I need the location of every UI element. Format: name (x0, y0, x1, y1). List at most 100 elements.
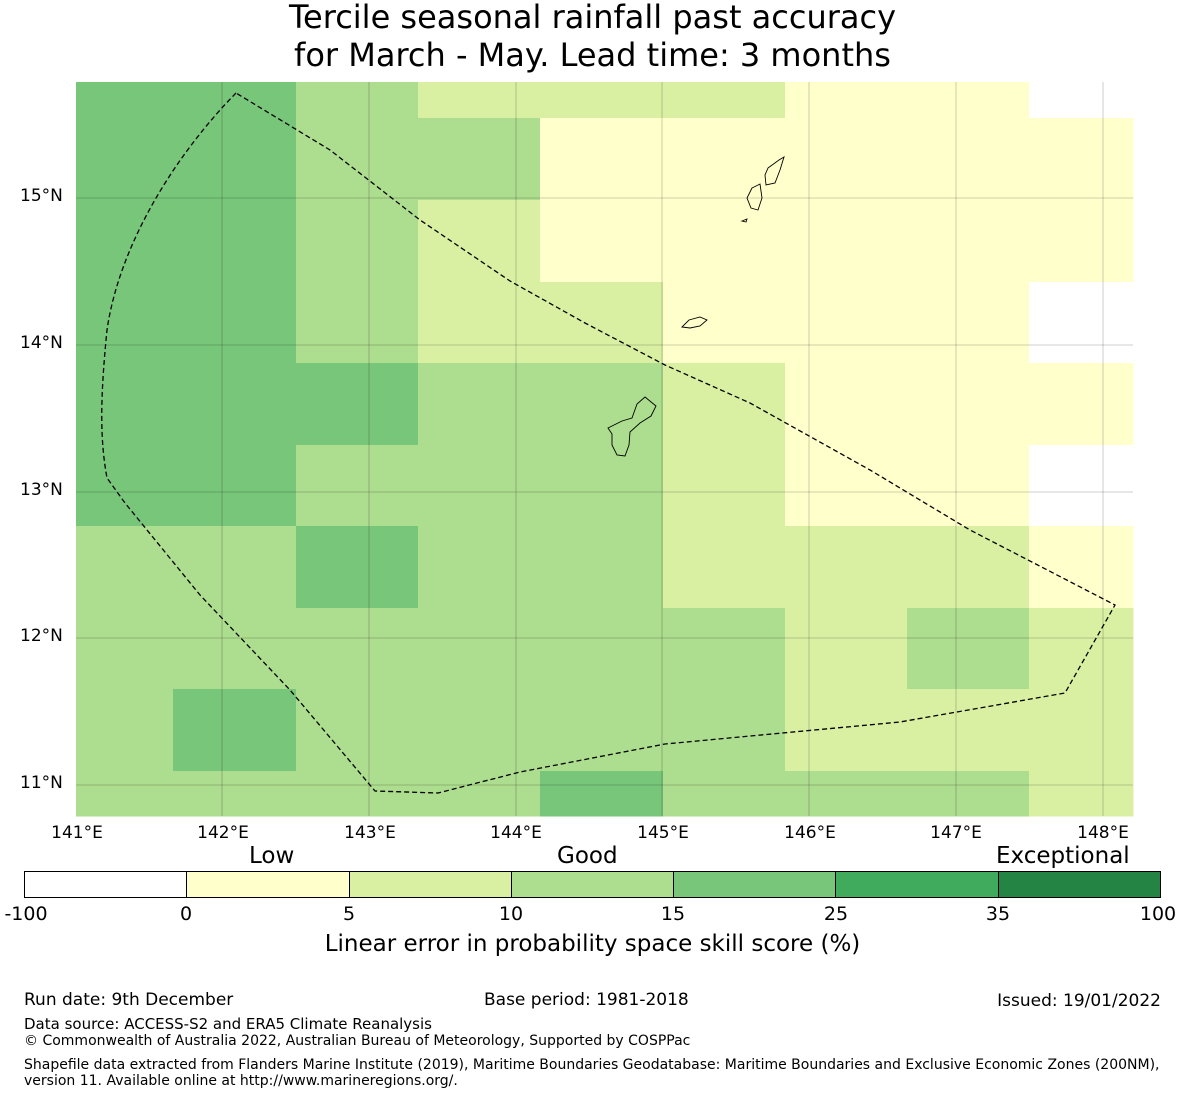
grid-cell (1029, 608, 1134, 690)
lat-label-11: 11°N (20, 773, 63, 793)
grid-cell (540, 689, 664, 772)
grid-cell (540, 200, 664, 283)
grid-cell (663, 526, 786, 609)
grid-cell (418, 445, 541, 527)
grid-cell (1029, 200, 1134, 283)
run-date: Run date: 9th December (24, 990, 234, 1010)
colorbar-segment (674, 872, 837, 897)
colorbar-tick: 25 (823, 903, 849, 925)
grid-cell (418, 118, 541, 201)
colorbar-tick: 35 (985, 903, 1011, 925)
colorbar-label: Linear error in probability space skill … (324, 931, 861, 957)
colorbar-tick: -100 (4, 903, 48, 925)
map-title-line2: for March - May. Lead time: 3 months (294, 36, 891, 74)
issued-date: Issued: 19/01/2022 (997, 991, 1161, 1011)
colorbar-segment (998, 872, 1160, 897)
grid-cell (173, 82, 297, 119)
grid-cell (907, 445, 1030, 527)
grid-cell (663, 118, 786, 201)
grid-cell (663, 445, 786, 527)
grid-cell (418, 82, 541, 119)
shapefile-credit: Shapefile data extracted from Flanders M… (24, 1057, 1160, 1089)
grid-cell (418, 282, 541, 364)
grid-cell (296, 363, 419, 446)
grid-cell (418, 526, 541, 609)
grid-cell (296, 200, 419, 283)
lon-label-142: 142°E (197, 823, 249, 843)
lon-label-145: 145°E (637, 823, 689, 843)
grid-cell (540, 82, 664, 119)
grid-cell (1029, 771, 1134, 817)
grid-cell (907, 282, 1030, 364)
grid-cell (907, 363, 1030, 446)
lon-label-147: 147°E (930, 823, 982, 843)
grid-cell (173, 608, 297, 690)
colorbar-segment (511, 872, 675, 897)
colorbar (24, 871, 1161, 898)
grid-cell (76, 608, 174, 690)
map-title-line1: Tercile seasonal rainfall past accuracy (288, 0, 897, 36)
base-period: Base period: 1981-2018 (484, 990, 689, 1010)
grid-cell (1029, 689, 1134, 772)
copyright: © Commonwealth of Australia 2022, Austra… (24, 1033, 691, 1049)
grid-cell (663, 608, 786, 690)
colorbar-segment (25, 872, 188, 897)
grid-cell (173, 771, 297, 817)
grid-cell (173, 445, 297, 527)
grid-cell (296, 689, 419, 772)
lat-label-13: 13°N (20, 480, 63, 500)
grid-cell (663, 689, 786, 772)
grid-cell (907, 526, 1030, 609)
grid-cell (173, 526, 297, 609)
grid-cell (540, 118, 664, 201)
grid-cell (785, 82, 908, 119)
grid-cell (1029, 445, 1134, 527)
grid-cell (76, 445, 174, 527)
grid-cell (663, 282, 786, 364)
grid-cell (663, 363, 786, 446)
colorbar-tick: 15 (660, 903, 686, 925)
grid-cell (1029, 526, 1134, 609)
grid-cell (173, 118, 297, 201)
colorbar-segment (349, 872, 512, 897)
lat-label-14: 14°N (20, 333, 63, 353)
colorbar-tick: 100 (1139, 903, 1177, 925)
legend-word-low: Low (249, 843, 295, 869)
grid-cell (173, 200, 297, 283)
grid-cell (296, 282, 419, 364)
grid-cell (1029, 82, 1134, 119)
grid-cell (418, 200, 541, 283)
grid-cell (76, 363, 174, 446)
grid-cell (907, 608, 1030, 690)
grid-cell (418, 771, 541, 817)
grid-cell (785, 200, 908, 283)
grid-cell (540, 526, 664, 609)
grid-cell (76, 282, 174, 364)
grid-cell (663, 200, 786, 283)
grid-cell (76, 118, 174, 201)
grid-cell (785, 445, 908, 527)
grid-cell (1029, 282, 1134, 364)
grid-cell (296, 608, 419, 690)
grid-cell (418, 608, 541, 690)
colorbar-tick: 5 (342, 903, 356, 925)
lon-label-148: 148°E (1077, 823, 1129, 843)
data-source: Data source: ACCESS-S2 and ERA5 Climate … (24, 1015, 432, 1033)
grid-cell (296, 771, 419, 817)
grid-cell (540, 445, 664, 527)
lat-label-12: 12°N (20, 626, 63, 646)
grid-cell (785, 526, 908, 609)
grid-cell (173, 282, 297, 364)
grid-cell (540, 363, 664, 446)
grid-cell (785, 608, 908, 690)
lon-label-143: 143°E (344, 823, 396, 843)
eez-boundary (101, 92, 1116, 794)
grid-cell (296, 445, 419, 527)
grid-cell (907, 118, 1030, 201)
legend-word-exceptional: Exceptional (996, 843, 1130, 869)
grid-cell (296, 118, 419, 201)
colorbar-segment (836, 872, 999, 897)
graticule (76, 82, 1133, 816)
grid-cell (785, 282, 908, 364)
lon-label-146: 146°E (784, 823, 836, 843)
